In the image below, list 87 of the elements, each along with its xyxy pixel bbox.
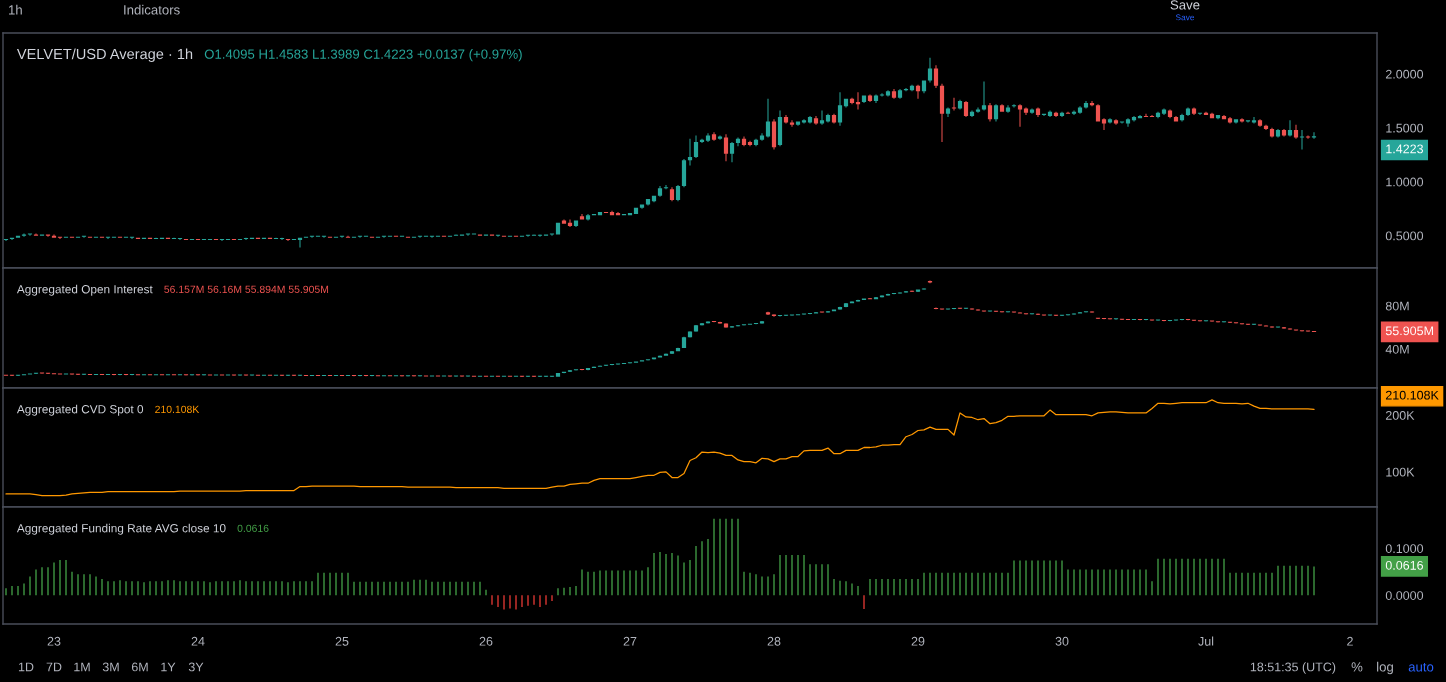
y-tick-label: 0.5000 — [1385, 231, 1424, 241]
candlestick — [639, 204, 645, 209]
candlestick — [915, 84, 921, 99]
text: 55.905M — [1385, 326, 1433, 336]
candlestick — [1311, 132, 1317, 139]
text: Aggregated Funding Rate AVG close 10 — [16, 523, 226, 535]
candlestick — [771, 314, 777, 317]
candlestick — [933, 307, 939, 310]
candlestick — [525, 234, 531, 237]
x-tick-label: 27 — [623, 636, 637, 646]
candlestick — [927, 57, 933, 83]
x-tick-label: 26 — [479, 636, 493, 646]
y-tick-label: 40M — [1385, 344, 1409, 354]
text: Save — [1175, 14, 1195, 21]
text: 1Y — [161, 662, 176, 672]
candlestick — [765, 98, 771, 138]
text: O1.4095 H1.4583 L1.3989 C1.4223 +0.0137 (+0.97%) — [204, 49, 522, 62]
x-tick-label: Jul — [1198, 636, 1214, 646]
candlestick — [429, 235, 435, 238]
candlestick — [711, 132, 717, 141]
y-tick-label: 2.0000 — [1385, 69, 1424, 79]
text: log — [1377, 661, 1393, 675]
text: 210.108K — [155, 405, 200, 414]
text: Aggregated Open Interest — [16, 284, 153, 296]
text: VELVET/USD Average · 1h — [16, 48, 193, 63]
x-tick-label: 2 — [1347, 636, 1353, 646]
text: 6M — [131, 662, 148, 672]
candlestick — [981, 81, 987, 111]
text: % — [1351, 662, 1363, 672]
text: Save — [1170, 0, 1200, 10]
candlestick — [1119, 121, 1125, 124]
y-tick-label: 0.1000 — [1385, 544, 1424, 553]
y-tick-label: 80M — [1385, 301, 1409, 311]
candlestick — [309, 235, 315, 238]
text: 1h — [9, 4, 22, 15]
candlestick — [495, 234, 501, 237]
candlestick — [927, 280, 933, 284]
y-tick-label: 200K — [1385, 411, 1415, 420]
candlestick — [357, 235, 363, 238]
x-tick-label: 23 — [47, 636, 61, 646]
y-tick-label: 0.0000 — [1385, 591, 1424, 600]
candlestick — [321, 235, 327, 238]
text: 7D — [46, 662, 62, 672]
text: 1.4223 — [1386, 144, 1424, 154]
text: 3M — [102, 662, 119, 672]
candlestick — [105, 236, 111, 239]
candlestick — [825, 310, 831, 313]
candlestick — [717, 135, 723, 140]
x-tick-label: 28 — [767, 636, 781, 646]
candlestick — [177, 237, 183, 240]
text: 0.0616 — [237, 524, 269, 533]
text: 1D — [18, 662, 34, 672]
y-tick-label: 1.5000 — [1386, 123, 1424, 133]
candlestick — [819, 110, 825, 125]
line-series — [5, 399, 1315, 497]
candlestick — [1113, 119, 1119, 125]
candlestick — [81, 235, 87, 238]
candlestick — [813, 116, 819, 125]
candlestick — [729, 141, 735, 163]
text: 3Y — [188, 662, 204, 672]
y-tick-label: 100K — [1386, 467, 1415, 477]
text: 18:51:35 (UTC) — [1250, 662, 1336, 674]
x-tick-label: 30 — [1055, 636, 1069, 646]
candlestick — [975, 107, 981, 113]
x-tick-label: 25 — [335, 636, 349, 646]
text: 1M — [74, 662, 90, 672]
text: 0.0616 — [1385, 560, 1424, 570]
text: 210.108K — [1385, 390, 1439, 400]
candlestick — [783, 114, 789, 124]
candlestick — [339, 235, 345, 238]
text: auto — [1408, 662, 1434, 672]
x-tick-label: 24 — [191, 636, 205, 646]
candlestick — [879, 93, 885, 97]
y-tick-label: 1.0000 — [1386, 177, 1424, 187]
candlestick — [1071, 110, 1077, 115]
text: Indicators — [124, 4, 180, 15]
candlestick — [1017, 104, 1023, 127]
candlestick — [381, 235, 387, 238]
candlestick — [1305, 135, 1311, 139]
candlestick — [417, 235, 423, 238]
x-tick-label: 29 — [911, 636, 925, 646]
candlestick — [873, 94, 879, 104]
candlestick — [465, 233, 471, 236]
candlestick — [1101, 118, 1107, 131]
text: Aggregated CVD Spot 0 — [16, 404, 144, 416]
candlestick — [723, 134, 729, 162]
text: 56.157M 56.16M 55.894M 55.905M — [164, 285, 329, 294]
